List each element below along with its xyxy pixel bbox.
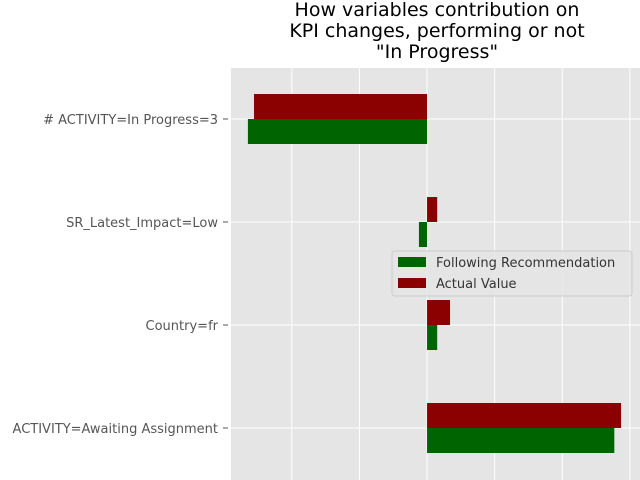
y-tick-label: ACTIVITY=Awaiting Assignment <box>13 422 218 437</box>
chart-title-line: How variables contribution on <box>295 0 580 21</box>
bar-actual-value <box>427 197 438 222</box>
chart-title-line: KPI changes, performing or not <box>289 20 584 42</box>
legend-swatch <box>398 278 426 288</box>
legend-box <box>391 250 633 297</box>
bar-following-recommendation <box>418 222 428 247</box>
bar-actual-value <box>253 94 428 119</box>
y-axis-ticks: # ACTIVITY=In Progress=3 SR_Latest_Impact… <box>13 113 228 437</box>
legend: Following Recommendation Actual Value <box>391 250 633 297</box>
bar-actual-value <box>427 300 451 325</box>
bar-following-recommendation <box>247 119 428 144</box>
y-tick-label: Country=fr <box>146 319 219 334</box>
bar-actual-value <box>427 403 622 428</box>
chart-title-line: "In Progress" <box>376 41 498 63</box>
y-tick-label: # ACTIVITY=In Progress=3 <box>43 113 218 128</box>
legend-label: Following Recommendation <box>436 256 615 271</box>
bars <box>247 94 622 453</box>
y-tick-label: SR_Latest_Impact=Low <box>66 216 218 231</box>
legend-label: Actual Value <box>436 277 517 292</box>
bar-following-recommendation <box>427 325 438 350</box>
bar-following-recommendation <box>427 428 615 453</box>
legend-swatch <box>398 257 426 267</box>
